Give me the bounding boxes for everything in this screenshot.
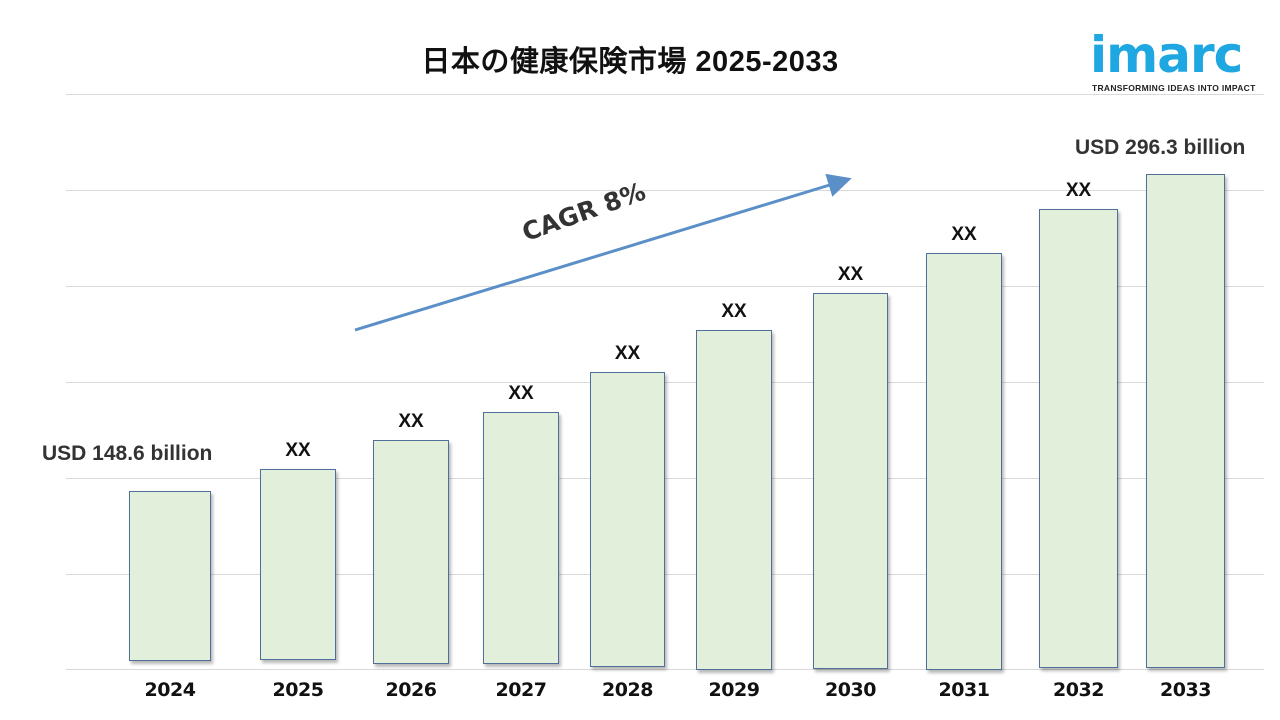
bar-2030 [813,293,888,669]
bar-2031 [926,253,1002,670]
gridline [66,382,1264,383]
x-axis-tick-label: 2025 [272,679,324,701]
x-axis-tick-label: 2029 [708,679,760,701]
gridline [66,286,1264,287]
end-value-label: USD 296.3 billion [1075,136,1246,159]
bar-value-label: XX [951,224,977,245]
start-value-label: USD 148.6 billion [42,442,213,465]
logo-wordmark: imarc [1090,26,1243,84]
bar-2027 [483,412,559,664]
bar-value-label: XX [508,383,534,404]
x-axis-tick-label: 2030 [825,679,876,701]
gridline [66,574,1264,575]
x-axis-tick-label: 2031 [938,679,990,701]
bar-2024 [129,491,211,661]
x-axis-tick-label: 2033 [1160,679,1211,701]
bar-2028 [590,372,665,667]
x-axis-baseline [66,669,1264,670]
bar-2025 [260,469,336,660]
gridline [66,478,1264,479]
x-axis-tick-label: 2032 [1053,679,1104,701]
x-axis-tick-label: 2028 [602,679,653,701]
bar-2032 [1039,209,1118,668]
bar-value-label: XX [837,264,864,285]
gridline [66,94,1264,95]
gridline [66,190,1264,191]
logo-tagline: TRANSFORMING IDEAS INTO IMPACT [1092,83,1256,93]
bar-value-label: XX [721,301,747,322]
x-axis-tick-label: 2024 [144,679,196,701]
bar-value-label: XX [398,411,424,432]
bar-2033 [1146,174,1225,668]
bar-value-label: XX [285,440,311,461]
chart-title: 日本の健康保険市場 2025-2033 [421,46,839,78]
x-axis-tick-label: 2026 [385,679,437,701]
x-axis-tick-label: 2027 [495,679,547,701]
bar-2029 [696,330,772,670]
imarc-logo: imarc TRANSFORMING IDEAS INTO IMPACT [1088,18,1264,96]
bar-2026 [373,440,449,664]
bar-value-label: XX [1065,180,1092,201]
bar-value-label: XX [614,343,641,364]
